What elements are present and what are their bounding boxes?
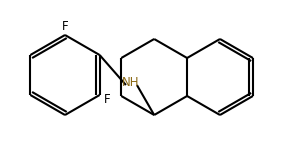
Text: F: F — [62, 19, 68, 32]
Text: NH: NH — [122, 76, 140, 88]
Text: F: F — [104, 93, 111, 106]
